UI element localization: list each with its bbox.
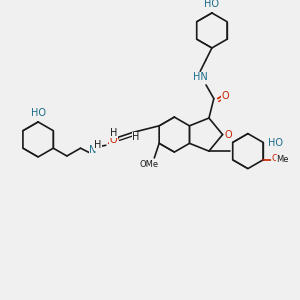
Text: N: N (89, 145, 97, 155)
Text: H: H (132, 133, 140, 142)
Text: H: H (94, 140, 102, 150)
Text: OMe: OMe (140, 160, 159, 169)
Text: O: O (222, 91, 229, 101)
Text: HO: HO (31, 108, 46, 118)
Text: Me: Me (276, 155, 289, 164)
Text: H: H (110, 128, 117, 138)
Text: HN: HN (193, 72, 208, 82)
Text: HO: HO (204, 0, 219, 9)
Text: O: O (225, 130, 232, 140)
Text: O: O (110, 135, 117, 146)
Text: HO: HO (268, 138, 283, 148)
Text: O: O (272, 154, 278, 164)
